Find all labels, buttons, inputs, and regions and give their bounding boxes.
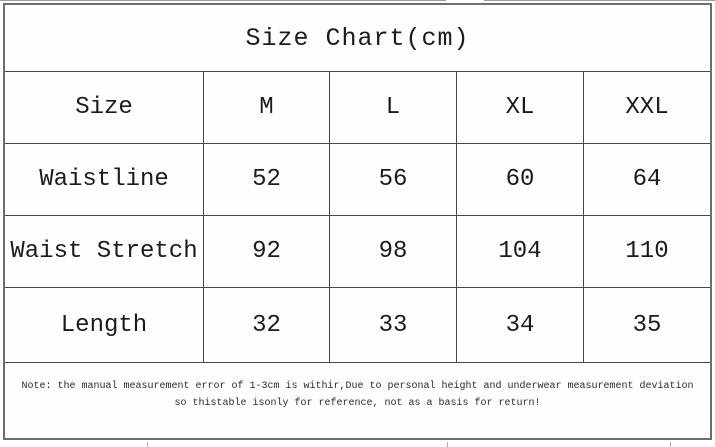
- row-label: Length: [60, 311, 148, 339]
- header-cell-xxl: XXL: [583, 72, 710, 143]
- table-row-waist-stretch: Waist Stretch 92 98 104 110: [5, 215, 710, 287]
- note-row: Note: the manual measurement error of 1-…: [5, 362, 710, 438]
- table-row-length: Length 32 33 34 35: [5, 287, 710, 362]
- chart-title: Size Chart(cm): [245, 23, 470, 53]
- table-row-waistline: Waistline 52 56 60 64: [5, 143, 710, 215]
- title-row: Size Chart(cm): [5, 5, 710, 71]
- table-cell: 110: [583, 216, 710, 287]
- crop-artifact-bottom-tick: [447, 442, 448, 447]
- table-cell: 35: [583, 288, 710, 362]
- size-chart-table: Size Chart(cm) Size M L XL XXL Waistline…: [3, 3, 712, 440]
- header-row: Size M L XL XXL: [5, 71, 710, 143]
- crop-artifact-bottom-tick: [670, 442, 671, 447]
- table-cell: 64: [583, 144, 710, 215]
- table-cell: 32: [203, 288, 329, 362]
- table-cell: 56: [329, 144, 456, 215]
- crop-artifact-top-line-left: [0, 0, 446, 1]
- table-cell: 33: [329, 288, 456, 362]
- header-cell-size: Size: [75, 94, 133, 121]
- header-cell-m: M: [203, 72, 329, 143]
- header-cell-l: L: [329, 72, 456, 143]
- table-cell: 34: [456, 288, 583, 362]
- table-cell: 60: [456, 144, 583, 215]
- table-cell: 52: [203, 144, 329, 215]
- crop-artifact-bottom-tick: [147, 442, 148, 447]
- crop-artifact-top-line-right: [484, 0, 715, 1]
- header-cell-xl: XL: [456, 72, 583, 143]
- table-cell: 92: [203, 216, 329, 287]
- table-cell: 104: [456, 216, 583, 287]
- row-label: Waist Stretch: [10, 238, 198, 265]
- row-label: Waistline: [39, 166, 169, 193]
- table-cell: 98: [329, 216, 456, 287]
- note-line-1: Note: the manual measurement error of 1-…: [21, 380, 694, 392]
- measurement-note: Note: the manual measurement error of 1-…: [5, 363, 710, 438]
- note-line-2: so thistable isonly for reference, not a…: [174, 397, 541, 409]
